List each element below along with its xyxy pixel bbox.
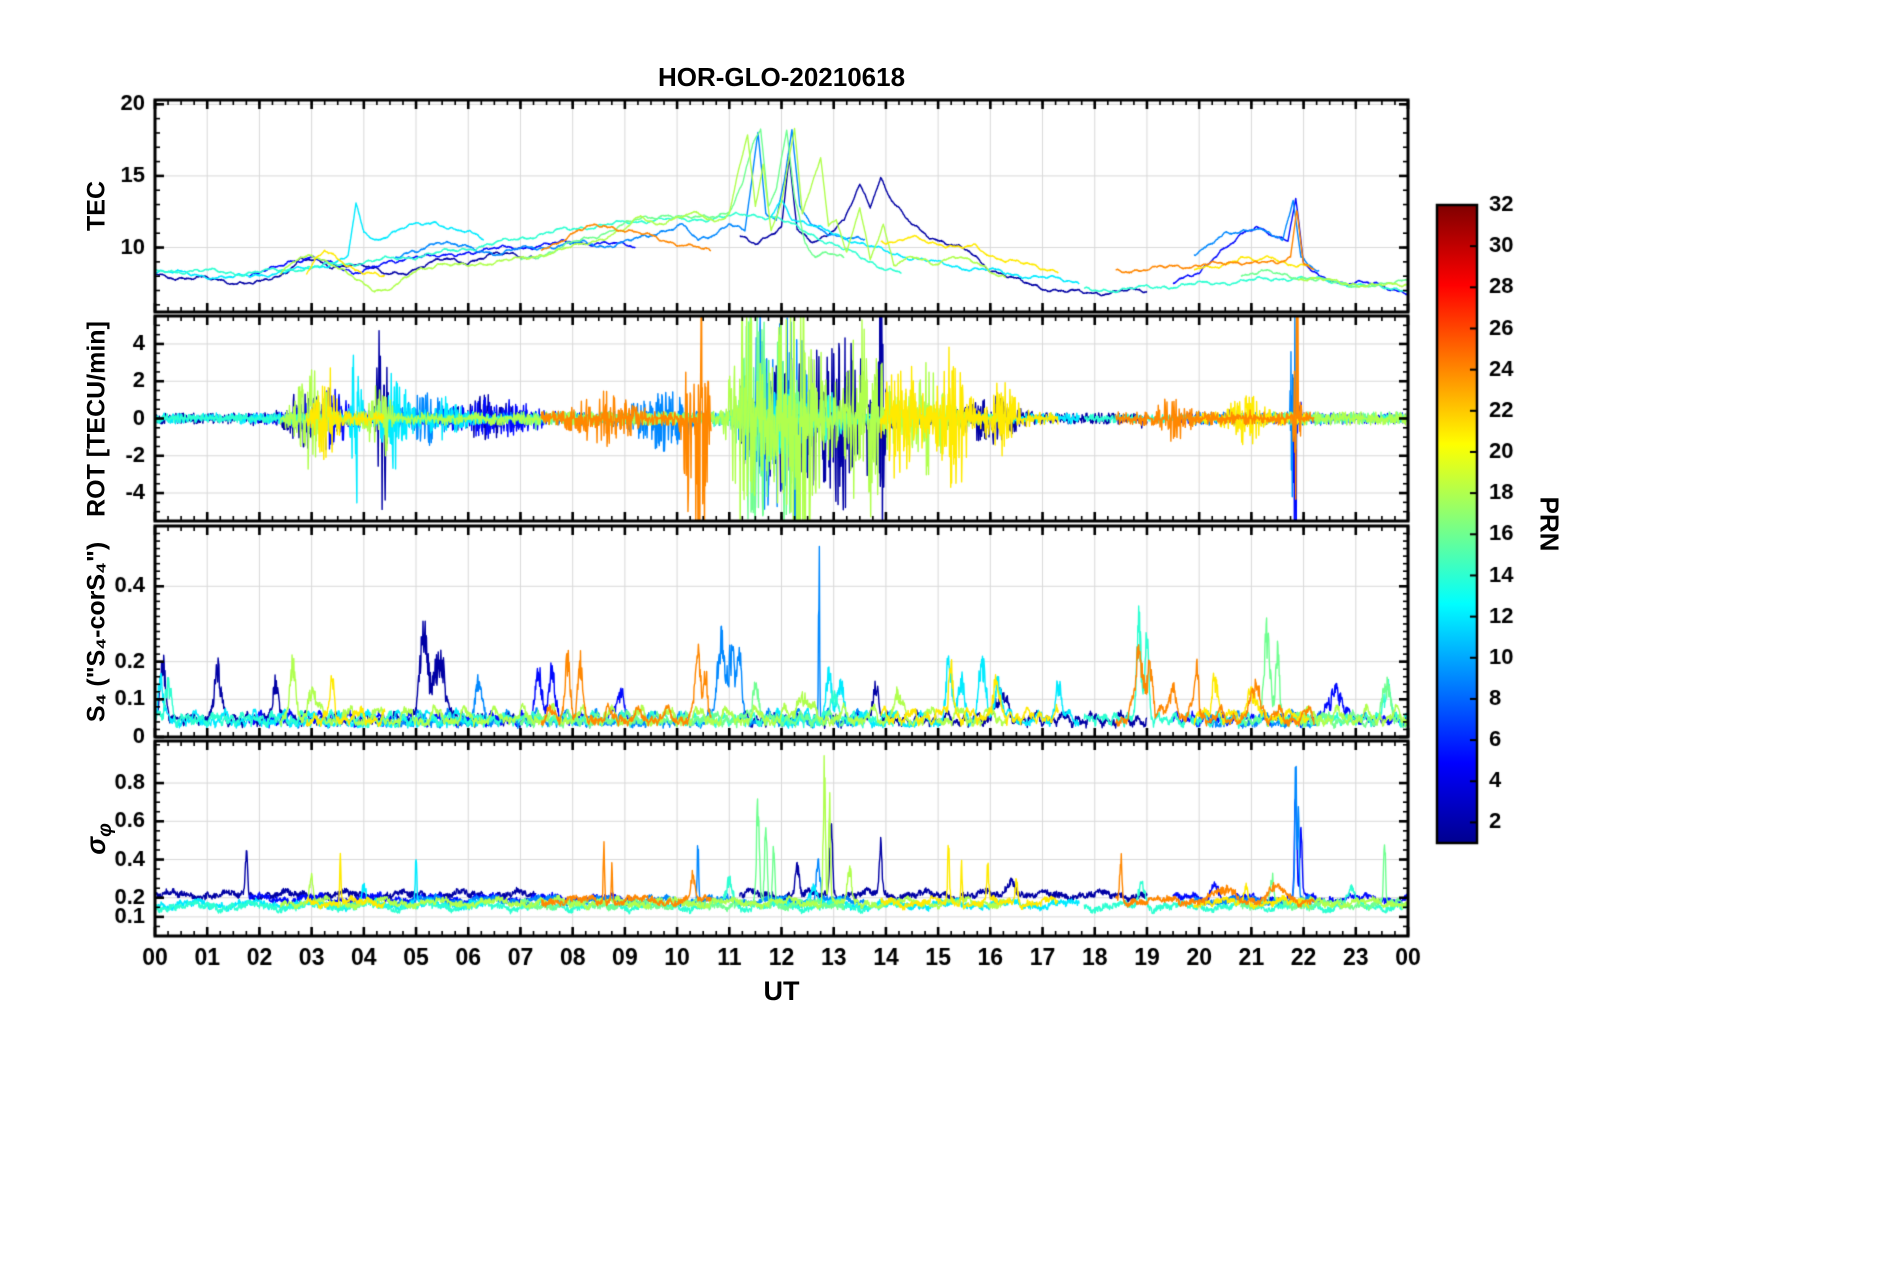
tec-axis-label: TEC — [82, 181, 111, 231]
rot-axis-label: ROT [TECU/min] — [82, 321, 111, 517]
chart-title: HOR-GLO-20210618 — [657, 62, 906, 92]
sigma-symbol: σ — [80, 836, 111, 855]
ut-axis-label: UT — [763, 976, 800, 1006]
s4-axis-label: S₄ ("S₄-corS₄") — [82, 541, 111, 723]
phi-subscript: φ — [94, 823, 117, 837]
prn-colorbar-label: PRN — [1534, 496, 1565, 552]
sigma-phi-axis-label: σφ — [81, 823, 117, 855]
